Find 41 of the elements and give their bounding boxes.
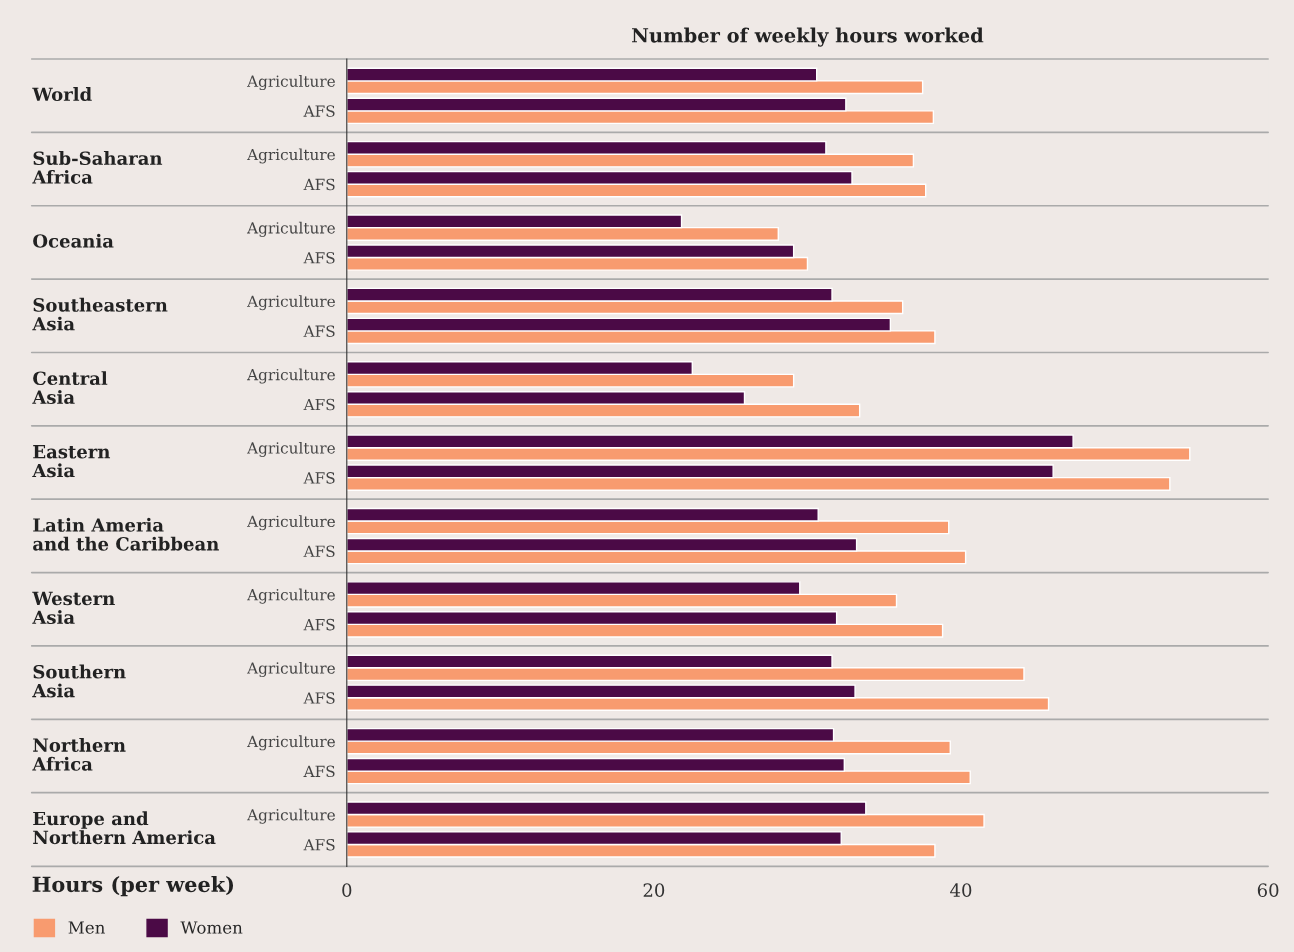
x-axis-title: Hours (per week) <box>32 876 234 897</box>
y-tick-label: AFS <box>303 838 335 851</box>
x-tick-label: 0 <box>342 883 352 897</box>
y-tick-label: Agriculture <box>246 588 335 604</box>
y-tick-label: Agriculture <box>246 368 335 384</box>
x-tick-label: 20 <box>643 883 665 897</box>
y-tick-label: Agriculture <box>246 661 335 677</box>
x-tick-label: 60 <box>1257 883 1279 897</box>
text: Sub-Saharan Africa <box>32 151 163 184</box>
text: Southern Asia <box>32 664 126 698</box>
y-tick-label: Agriculture <box>246 441 335 457</box>
text: Northern Africa <box>32 737 126 771</box>
text: Eastern Asia <box>32 445 111 478</box>
y-tick-label: Agriculture <box>246 735 335 751</box>
text: Central Asia <box>32 371 108 404</box>
y-tick-label: Agriculture <box>246 808 335 824</box>
y-tick-label: Agriculture <box>246 221 335 237</box>
chart-title: Number of weekly hours worked <box>632 27 984 47</box>
y-tick-label: AFS <box>303 765 335 778</box>
text: Oceania <box>33 233 114 248</box>
text: Southeastern Asia <box>32 297 168 331</box>
legend-label: Men <box>68 921 105 934</box>
x-tick-label: 40 <box>950 883 972 897</box>
text: Latin Ameria and the Caribbean <box>33 517 219 551</box>
y-tick-label: AFS <box>303 472 335 484</box>
y-tick-label: Agriculture <box>246 148 335 164</box>
y-tick-label: AFS <box>303 105 335 117</box>
legend-label: Women <box>180 921 243 934</box>
y-tick-label: AFS <box>303 252 335 264</box>
y-tick-label: Agriculture <box>246 75 335 91</box>
y-tick-label: AFS <box>303 398 335 411</box>
y-tick-label: AFS <box>303 692 335 704</box>
y-tick-label: AFS <box>303 178 335 191</box>
text: World <box>32 87 92 102</box>
text: Western Asia <box>32 591 115 625</box>
y-tick-label: Agriculture <box>246 295 335 311</box>
y-tick-label: Agriculture <box>246 515 335 531</box>
y-tick-label: AFS <box>303 545 335 558</box>
y-tick-label: AFS <box>303 325 335 337</box>
text: Europe and Northern America <box>33 811 216 845</box>
y-tick-label: AFS <box>303 618 335 631</box>
